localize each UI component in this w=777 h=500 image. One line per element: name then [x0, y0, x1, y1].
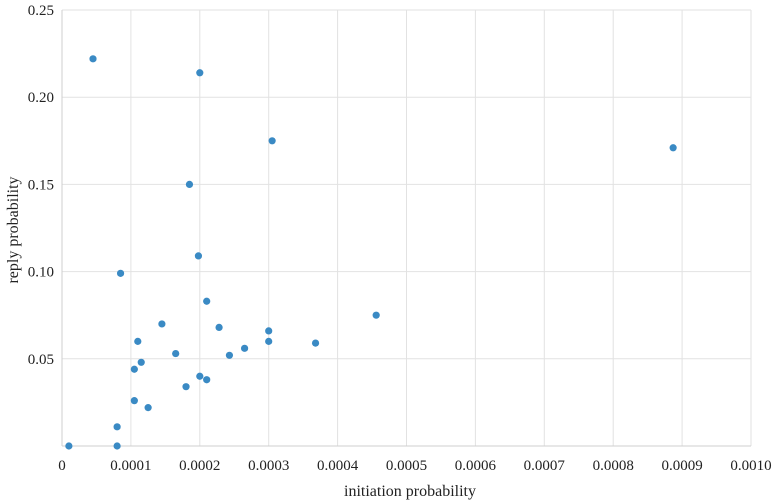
x-tick-label: 0.0003: [248, 458, 289, 474]
x-tick-label: 0.0006: [455, 458, 497, 474]
y-tick-label: 0.25: [28, 3, 54, 19]
data-point: [203, 297, 211, 305]
data-point: [215, 323, 223, 332]
data-point: [196, 372, 204, 380]
data-point: [113, 442, 121, 450]
y-tick-label: 0.05: [28, 352, 54, 368]
y-tick-label: 0.15: [28, 177, 54, 193]
data-point: [265, 327, 273, 335]
data-point: [240, 344, 249, 352]
y-tick-labels: 0.05 0.10 0.15 0.20 0.25: [28, 3, 54, 368]
y-tick-label: 0.20: [28, 90, 54, 106]
x-tick-label: 0: [58, 458, 66, 474]
data-point: [311, 339, 320, 347]
x-axis-label: initiation probability: [344, 483, 476, 500]
data-point: [194, 252, 203, 260]
data-point: [185, 180, 194, 188]
x-tick-label: 0.0002: [179, 458, 220, 474]
data-point: [130, 397, 138, 405]
data-point: [196, 69, 204, 77]
y-tick-label: 0.10: [28, 265, 54, 281]
data-point: [265, 337, 273, 345]
data-point: [134, 337, 142, 345]
data-point: [65, 442, 73, 450]
data-point: [116, 269, 125, 277]
data-point: [130, 365, 138, 373]
x-tick-label: 0.0004: [317, 458, 359, 474]
y-axis-label: reply probability: [5, 176, 22, 283]
gridlines: [61, 9, 752, 446]
x-tick-label: 0.0005: [386, 458, 427, 474]
data-point: [89, 55, 97, 63]
data-point: [225, 351, 234, 359]
x-tick-label: 0.0007: [524, 458, 566, 474]
data-point: [203, 376, 211, 384]
axes: [61, 10, 751, 447]
x-tick-label: 0.0008: [593, 458, 634, 474]
data-point: [669, 144, 677, 152]
data-point: [144, 404, 152, 412]
data-point: [158, 320, 166, 328]
data-point: [268, 137, 276, 145]
data-point: [137, 358, 145, 366]
x-tick-labels: 0 0.0001 0.0002 0.0003 0.0004 0.0005 0.0006 0.0…: [58, 458, 771, 474]
data-point: [182, 383, 190, 391]
x-tick-label: 0.0009: [661, 458, 702, 474]
data-point: [113, 423, 121, 431]
x-tick-label: 0.0001: [110, 458, 151, 474]
data-point: [372, 311, 380, 319]
data-points: [65, 55, 677, 450]
x-tick-label: 0.0010: [730, 458, 771, 474]
data-point: [172, 349, 180, 358]
